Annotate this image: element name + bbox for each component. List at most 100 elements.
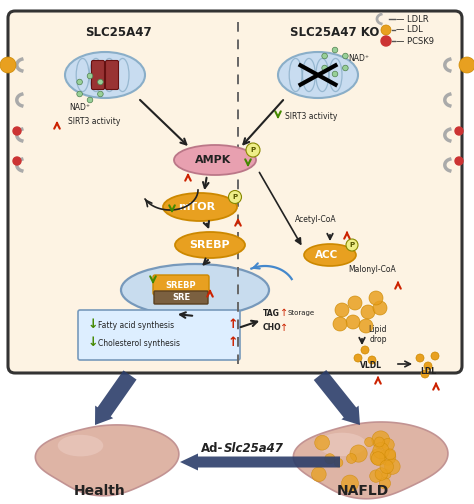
Circle shape (416, 354, 424, 362)
Text: NAFLD: NAFLD (337, 484, 389, 498)
Text: Malonyl-CoA: Malonyl-CoA (348, 266, 396, 275)
Circle shape (13, 157, 21, 165)
Ellipse shape (65, 52, 145, 98)
Circle shape (354, 354, 362, 362)
Polygon shape (293, 422, 448, 499)
Ellipse shape (175, 232, 245, 258)
Circle shape (370, 449, 386, 465)
Circle shape (375, 468, 388, 480)
FancyArrow shape (180, 454, 340, 471)
Circle shape (373, 301, 387, 315)
FancyBboxPatch shape (78, 310, 240, 360)
Text: P: P (232, 194, 237, 200)
Text: SRE: SRE (172, 292, 190, 301)
FancyBboxPatch shape (8, 11, 462, 373)
Text: NAD⁺: NAD⁺ (348, 54, 369, 63)
Text: Slc25a47: Slc25a47 (224, 442, 284, 455)
Circle shape (381, 25, 391, 35)
Text: P: P (250, 147, 255, 153)
Circle shape (322, 65, 328, 71)
Text: — LDLR: — LDLR (396, 15, 428, 24)
Circle shape (455, 127, 463, 135)
Circle shape (333, 317, 347, 331)
Text: ACC: ACC (315, 250, 338, 260)
Circle shape (343, 53, 348, 59)
FancyBboxPatch shape (153, 275, 209, 295)
Text: P: P (349, 242, 355, 248)
Text: SREBP: SREBP (190, 240, 230, 250)
Circle shape (369, 291, 383, 305)
Circle shape (421, 370, 429, 378)
Text: ↑: ↑ (228, 337, 238, 349)
Text: AMPK: AMPK (195, 155, 231, 165)
Ellipse shape (278, 52, 358, 98)
Text: SLC25A47 KO: SLC25A47 KO (290, 26, 380, 39)
Text: Ad-: Ad- (201, 442, 223, 455)
Text: ↑: ↑ (228, 319, 238, 332)
Text: VLDL: VLDL (360, 361, 382, 370)
Circle shape (13, 127, 21, 135)
Text: Health: Health (74, 484, 126, 498)
Circle shape (315, 435, 329, 450)
Circle shape (365, 437, 374, 447)
Text: SIRT3 activity: SIRT3 activity (68, 117, 120, 126)
Circle shape (431, 352, 439, 360)
Circle shape (87, 73, 93, 79)
Circle shape (346, 239, 358, 251)
Circle shape (311, 467, 326, 482)
Circle shape (335, 303, 349, 317)
Circle shape (381, 36, 391, 46)
Circle shape (384, 459, 400, 474)
Text: LDL: LDL (420, 367, 436, 376)
Circle shape (228, 191, 241, 204)
Ellipse shape (318, 433, 366, 456)
Ellipse shape (174, 145, 256, 175)
Text: ↑: ↑ (280, 308, 288, 318)
Circle shape (459, 57, 474, 73)
Circle shape (246, 143, 260, 157)
Circle shape (385, 449, 396, 460)
Text: CHO: CHO (263, 324, 282, 333)
FancyArrow shape (314, 370, 360, 425)
Circle shape (368, 356, 376, 364)
Circle shape (332, 47, 338, 53)
Ellipse shape (58, 435, 103, 457)
Ellipse shape (304, 244, 356, 266)
Circle shape (77, 79, 82, 85)
Circle shape (346, 454, 356, 463)
Circle shape (382, 470, 391, 479)
Circle shape (350, 445, 367, 462)
Circle shape (348, 296, 362, 310)
Text: Cholesterol synthesis: Cholesterol synthesis (98, 339, 180, 347)
Circle shape (379, 478, 391, 489)
Circle shape (455, 157, 463, 165)
Circle shape (382, 438, 394, 451)
Polygon shape (36, 425, 179, 496)
Ellipse shape (121, 264, 269, 316)
Circle shape (361, 346, 369, 354)
Circle shape (370, 470, 382, 482)
Text: mTOR: mTOR (178, 202, 216, 212)
FancyBboxPatch shape (154, 291, 208, 304)
Circle shape (372, 431, 390, 449)
Text: NAD⁺: NAD⁺ (70, 103, 91, 112)
Text: SIRT3 activity: SIRT3 activity (285, 112, 337, 121)
Text: ↑: ↑ (280, 323, 288, 333)
Circle shape (98, 91, 103, 97)
Circle shape (371, 452, 385, 465)
Text: Storage: Storage (288, 310, 315, 316)
Circle shape (346, 315, 360, 329)
Circle shape (322, 53, 328, 59)
Text: drop: drop (369, 335, 387, 344)
Text: Fatty acid synthesis: Fatty acid synthesis (98, 321, 174, 330)
Circle shape (98, 79, 103, 85)
FancyArrow shape (95, 370, 137, 425)
Circle shape (332, 71, 338, 77)
Circle shape (334, 459, 343, 467)
Text: ↓: ↓ (88, 337, 99, 349)
Circle shape (361, 305, 375, 319)
Text: — LDL: — LDL (396, 26, 423, 34)
Circle shape (87, 97, 93, 103)
Text: TAG: TAG (263, 308, 280, 318)
Circle shape (380, 460, 393, 473)
